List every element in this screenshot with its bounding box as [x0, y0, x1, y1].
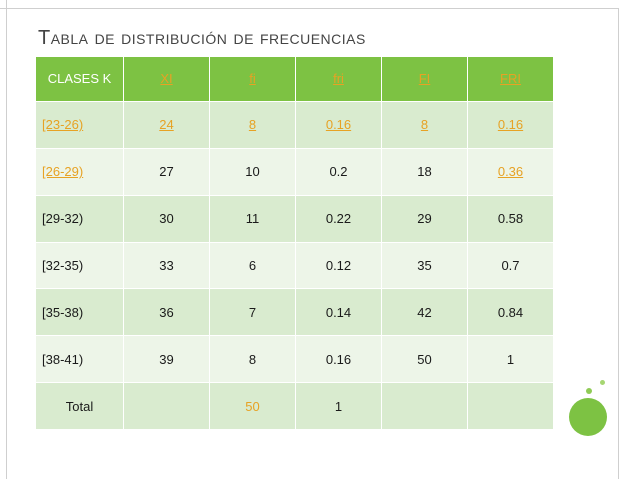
table-cell: 8 [209, 335, 296, 384]
table-cell: 6 [209, 241, 296, 290]
table-cell: 36 [123, 288, 210, 337]
frequency-table: CLASES K XI fi fri FI FRI [23-26) 24 8 0… [35, 56, 554, 430]
table-cell[interactable]: 0.16 [295, 101, 382, 149]
table-cell: 27 [123, 147, 210, 196]
table-cell: [38-41) [35, 335, 124, 384]
table-cell: 10 [209, 147, 296, 196]
table-cell: 1 [467, 335, 554, 384]
table-cell: 0.84 [467, 288, 554, 337]
table-cell: [35-38) [35, 288, 124, 337]
table-cell: 39 [123, 335, 210, 384]
table-cell[interactable]: 0.16 [467, 101, 554, 149]
decorative-dot-small [600, 380, 605, 385]
table-cell: 0.2 [295, 147, 382, 196]
header-fi[interactable]: fi [209, 56, 296, 102]
table-cell[interactable]: 8 [209, 101, 296, 149]
decorative-circle [569, 398, 607, 436]
table-row-total: Total 50 1 [35, 382, 554, 430]
table-cell: 29 [381, 194, 468, 243]
table-cell[interactable]: 8 [381, 101, 468, 149]
total-label: Total [35, 382, 124, 430]
header-fri-cumulative[interactable]: FRI [467, 56, 554, 102]
table-cell: [32-35) [35, 241, 124, 290]
table-cell: 0.22 [295, 194, 382, 243]
table-cell: 0.16 [295, 335, 382, 384]
slide-frame-left [6, 0, 7, 479]
table-cell [381, 382, 468, 430]
table-row: [35-38) 36 7 0.14 42 0.84 [35, 288, 554, 337]
table-cell: 33 [123, 241, 210, 290]
slide-frame-right [618, 8, 619, 479]
table-cell[interactable]: 24 [123, 101, 210, 149]
slide-frame-top [0, 8, 618, 9]
table-cell: 50 [381, 335, 468, 384]
table-cell [123, 382, 210, 430]
table-cell: 7 [209, 288, 296, 337]
table-cell: 0.58 [467, 194, 554, 243]
table-cell[interactable]: 50 [209, 382, 296, 430]
table-row: [38-41) 39 8 0.16 50 1 [35, 335, 554, 384]
decorative-dot-medium [586, 388, 592, 394]
table-header-row: CLASES K XI fi fri FI FRI [35, 56, 554, 102]
header-fri[interactable]: fri [295, 56, 382, 102]
table-cell: 35 [381, 241, 468, 290]
table-row: [29-32) 30 11 0.22 29 0.58 [35, 194, 554, 243]
header-xi[interactable]: XI [123, 56, 210, 102]
table-cell: 0.12 [295, 241, 382, 290]
table-cell: 1 [295, 382, 382, 430]
table-row: [26-29) 27 10 0.2 18 0.36 [35, 147, 554, 196]
table-cell[interactable]: [26-29) [35, 147, 124, 196]
table-cell: 11 [209, 194, 296, 243]
table-cell [467, 382, 554, 430]
header-fi-cumulative[interactable]: FI [381, 56, 468, 102]
table-cell: 42 [381, 288, 468, 337]
table-cell: [29-32) [35, 194, 124, 243]
table-row: [23-26) 24 8 0.16 8 0.16 [35, 101, 554, 149]
table-cell[interactable]: [23-26) [35, 101, 124, 149]
table-cell: 0.14 [295, 288, 382, 337]
table-cell: 0.7 [467, 241, 554, 290]
slide-title: Tabla de distribución de frecuencias [38, 27, 366, 49]
header-clases: CLASES K [35, 56, 124, 102]
table-cell: 18 [381, 147, 468, 196]
table-cell: 30 [123, 194, 210, 243]
table-row: [32-35) 33 6 0.12 35 0.7 [35, 241, 554, 290]
table-cell[interactable]: 0.36 [467, 147, 554, 196]
